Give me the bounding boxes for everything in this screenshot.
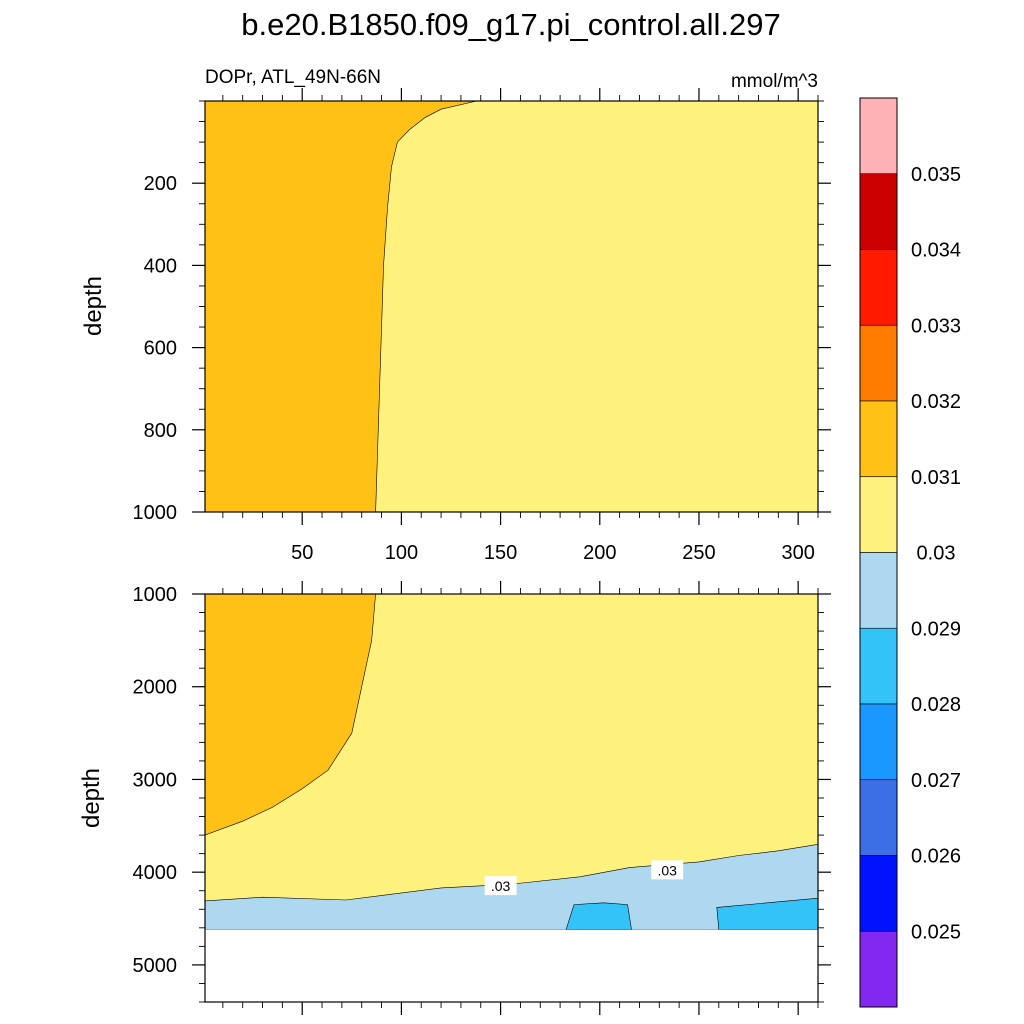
y-tick-label: 5000 <box>133 955 178 977</box>
y-tick-label: 3000 <box>133 769 178 791</box>
lower-band-0.028-0.029-patch-0 <box>565 902 632 930</box>
lower-panel: .03 .03 1000 2000 3000 4000 5000 <box>133 581 831 1015</box>
contour-label-box-0 <box>484 876 517 896</box>
x-tick-label: 50 <box>291 542 313 564</box>
colorbar-label: 0.029 <box>911 618 961 640</box>
y-tick-label: 800 <box>144 420 177 442</box>
y-tick-label: 600 <box>144 338 177 360</box>
colorbar-label: 0.035 <box>911 164 961 186</box>
upper-fill-group <box>205 101 818 512</box>
contour-label-box-1 <box>651 860 684 880</box>
colorbar-label: 0.03 <box>917 543 956 565</box>
colorbar-swatch <box>859 476 898 553</box>
chart-subtitle-left: DOPr, ATL_49N-66N <box>205 67 381 88</box>
x-tick-label: 250 <box>682 542 715 564</box>
y-tick-label: 400 <box>144 255 177 277</box>
x-tick-label: 150 <box>484 542 517 564</box>
y-tick-label: 1000 <box>133 502 178 524</box>
colorbar-swatch <box>859 400 898 478</box>
lower-band-0.031-0.032 <box>205 594 376 836</box>
colorbar-label: 0.028 <box>911 694 961 716</box>
chart-units: mmol/m^3 <box>731 71 818 92</box>
upper-panel: 200 400 600 800 1000 50 100 150 200 250 300 <box>133 88 831 564</box>
lower-y-axis-label: depth <box>78 768 105 828</box>
colorbar-swatch <box>859 627 898 705</box>
chart-title: b.e20.B1850.f09_g17.pi_control.all.297 <box>241 7 781 42</box>
colorbar-label: 0.032 <box>911 391 961 413</box>
contour-label: .03 <box>491 878 511 894</box>
colorbar-swatch <box>859 930 898 1008</box>
colorbar-swatch <box>859 173 898 250</box>
colorbar-swatch <box>859 855 898 932</box>
colorbar-label: 0.025 <box>911 921 961 943</box>
colorbar-swatch <box>859 779 898 856</box>
y-tick-label: 4000 <box>133 862 178 884</box>
colorbar: 0.035 0.034 0.033 0.032 0.031 0.03 0.029 0.028 0… <box>859 97 961 1008</box>
x-tick-label: 100 <box>385 542 418 564</box>
x-tick-label: 300 <box>781 542 814 564</box>
lower-band-0.028-0.029-patch-1 <box>716 897 818 930</box>
contour-label: .03 <box>657 862 677 878</box>
colorbar-swatch <box>859 703 898 781</box>
colorbar-label: 0.031 <box>911 467 961 489</box>
colorbar-label: 0.026 <box>911 846 961 868</box>
y-tick-label: 200 <box>144 173 177 195</box>
colorbar-label: 0.027 <box>911 770 961 792</box>
upper-band-0.031-0.032 <box>205 101 477 512</box>
colorbar-swatch <box>859 324 898 402</box>
colorbar-swatch <box>859 552 898 629</box>
x-tick-label: 200 <box>583 542 616 564</box>
colorbar-swatch <box>859 97 898 175</box>
colorbar-swatch <box>859 249 898 326</box>
colorbar-label: 0.034 <box>911 240 961 262</box>
colorbar-frame <box>859 97 898 1008</box>
colorbar-label: 0.033 <box>911 315 961 337</box>
y-tick-label: 2000 <box>133 677 178 699</box>
y-tick-label: 1000 <box>133 584 178 606</box>
upper-y-axis-label: depth <box>80 276 107 336</box>
